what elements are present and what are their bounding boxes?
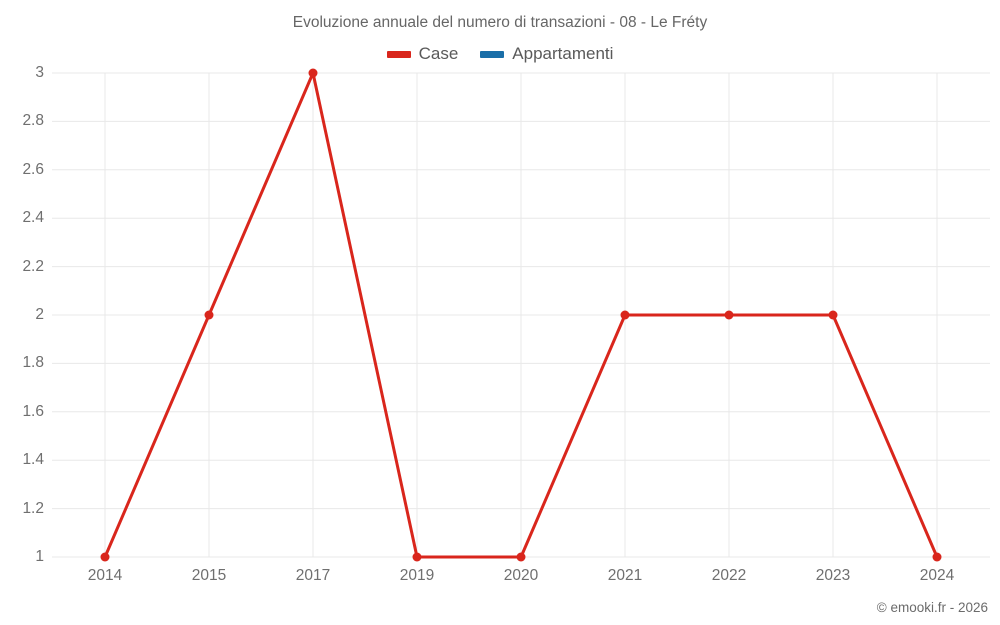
y-tick-label: 2.4 [22, 209, 44, 227]
chart-title: Evoluzione annuale del numero di transaz… [292, 14, 708, 31]
data-point-marker[interactable] [620, 310, 630, 320]
x-tick-label: 2015 [191, 567, 227, 584]
y-tick-label: 2.8 [22, 112, 44, 130]
y-tick-label: 1.4 [22, 451, 44, 469]
x-tick-label: 2021 [607, 567, 643, 584]
x-tick-label: 2023 [815, 567, 851, 584]
legend-item-appartamenti[interactable]: Appartamenti [480, 44, 613, 64]
x-tick-label: 2022 [711, 567, 747, 584]
y-tick-label: 1.8 [22, 354, 44, 372]
legend-label-appartamenti: Appartamenti [512, 44, 614, 63]
y-axis: 1 1.2 1.4 1.6 1.8 2 2.2 2.4 2.6 2.8 3 [0, 0, 44, 625]
data-point-marker[interactable] [204, 310, 214, 320]
chart-legend: Case Appartamenti [0, 44, 1000, 64]
data-point-marker[interactable] [932, 552, 942, 562]
x-tick-label: 2020 [503, 567, 539, 584]
data-point-marker[interactable] [828, 310, 838, 320]
x-tick-label: 2024 [919, 567, 955, 584]
y-tick-label: 1.2 [22, 499, 44, 517]
data-point-marker[interactable] [412, 552, 422, 562]
legend-swatch-case [386, 50, 411, 58]
legend-item-case[interactable]: Case [386, 44, 459, 64]
data-point-marker[interactable] [516, 552, 526, 562]
y-tick-label: 3 [35, 64, 44, 81]
y-tick-label: 2.6 [22, 160, 44, 178]
data-point-marker[interactable] [100, 552, 110, 562]
data-point-marker[interactable] [724, 310, 734, 320]
legend-swatch-appartamenti [480, 50, 505, 58]
y-tick-label: 2.2 [22, 257, 44, 275]
x-tick-label: 2017 [295, 567, 331, 584]
x-tick-label: 2019 [399, 567, 435, 584]
y-tick-label: 1.6 [22, 402, 44, 420]
chart-credit: © emooki.fr - 2026 [876, 600, 988, 615]
y-tick-label: 2 [35, 306, 44, 323]
legend-label-case: Case [418, 44, 459, 63]
series-markers [100, 68, 942, 562]
data-point-marker[interactable] [308, 68, 318, 78]
x-tick-label: 2014 [87, 567, 123, 584]
y-tick-label: 1 [35, 548, 44, 565]
